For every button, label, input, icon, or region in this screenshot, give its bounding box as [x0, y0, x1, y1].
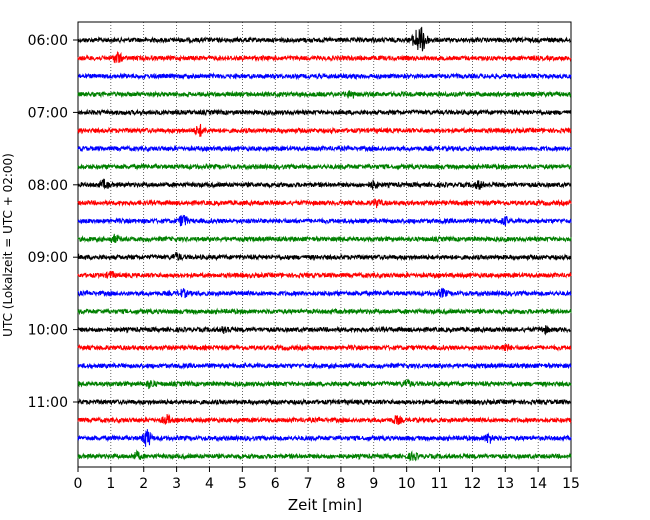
- trace-group: [77, 26, 572, 462]
- x-tick-label: 11: [431, 476, 449, 492]
- plot-frame: [77, 21, 572, 468]
- seismogram-trace: [77, 361, 572, 370]
- x-tick-label: 6: [271, 476, 280, 492]
- x-tick-label: 15: [562, 476, 580, 492]
- seismogram-trace: [77, 343, 572, 352]
- vertical-grid: [110, 22, 539, 467]
- y-axis: 06:00 07:00 08:00 09:00 10:00 11:00: [28, 33, 78, 411]
- seismogram-trace: [77, 307, 572, 316]
- seismogram-trace: [77, 50, 572, 64]
- seismogram-trace: [77, 270, 572, 280]
- x-tick-label: 7: [304, 476, 313, 492]
- seismogram-trace: [77, 325, 572, 336]
- y-tick-label: 08:00: [28, 178, 68, 194]
- x-tick-label: 0: [74, 476, 83, 492]
- y-tick-label: 07:00: [28, 105, 68, 121]
- seismogram-trace: [77, 26, 572, 52]
- x-tick-label: 13: [496, 476, 514, 492]
- x-tick-label: 3: [172, 476, 181, 492]
- x-tick-label: 8: [336, 476, 345, 492]
- seismogram-trace: [77, 198, 572, 209]
- seismogram-trace: [77, 90, 572, 99]
- seismogram-trace: [77, 233, 572, 244]
- x-tick-label: 2: [139, 476, 148, 492]
- y-tick-label: 10:00: [28, 323, 68, 339]
- x-tick-label: 1: [106, 476, 115, 492]
- seismogram-trace: [77, 251, 572, 262]
- x-tick-label: 4: [205, 476, 214, 492]
- seismogram-trace: [77, 429, 572, 447]
- seismogram-trace: [77, 378, 572, 390]
- x-axis: 0 1 2 3 4 5 6 7 8 9 10 11 12 13 14 15: [74, 467, 580, 492]
- y-tick-label: 09:00: [28, 250, 68, 266]
- seismogram-trace: [77, 123, 572, 137]
- x-tick-label: 5: [238, 476, 247, 492]
- y-tick-label: 06:00: [28, 33, 68, 49]
- seismogram-trace: [77, 178, 572, 190]
- x-tick-label: 14: [529, 476, 547, 492]
- y-tick-label: 11:00: [28, 395, 68, 411]
- seismogram-trace: [77, 214, 572, 227]
- seismogram-trace: [77, 287, 572, 299]
- seismogram-trace: [77, 398, 572, 407]
- seismogram-trace: [77, 108, 572, 117]
- x-axis-label: Zeit [min]: [288, 496, 362, 514]
- x-tick-label: 9: [369, 476, 378, 492]
- y-axis-label: UTC (Lokalzeit = UTC + 02:00): [1, 153, 15, 337]
- seismogram-trace: [77, 72, 572, 81]
- seismogram-trace: [77, 449, 572, 462]
- seismogram-trace: [77, 162, 572, 171]
- x-tick-label: 12: [463, 476, 481, 492]
- seismogram-trace: [77, 144, 572, 153]
- x-tick-label: 10: [398, 476, 416, 492]
- seismogram-trace: [77, 413, 572, 426]
